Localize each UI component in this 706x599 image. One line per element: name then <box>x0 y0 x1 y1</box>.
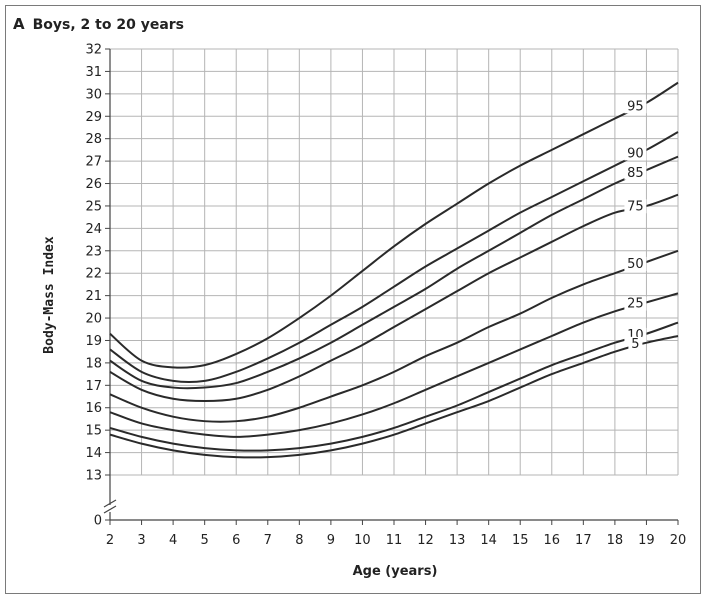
percentile-curve-90 <box>109 131 679 383</box>
percentile-label-25: 25 <box>627 296 644 311</box>
y-tick-label: 23 <box>85 244 102 259</box>
percentile-label-bg <box>624 296 647 311</box>
percentile-label-50: 50 <box>627 257 644 272</box>
x-tick-label: 9 <box>327 533 335 548</box>
y-tick-label: 18 <box>85 356 102 371</box>
percentile-curve-10 <box>109 321 679 452</box>
x-tick-label: 14 <box>480 533 497 548</box>
percentile-label-bg <box>624 256 647 271</box>
x-tick-label: 18 <box>607 533 624 548</box>
x-tick-label: 12 <box>417 533 434 548</box>
y-tick-label: 30 <box>85 87 102 102</box>
y-tick-label: 14 <box>85 446 102 461</box>
y-tick-label: 19 <box>85 334 102 349</box>
grid-lines <box>110 48 679 476</box>
y-tick-label: 31 <box>85 65 102 80</box>
x-tick-label: 4 <box>169 533 177 548</box>
y-tick-label: 26 <box>85 177 102 192</box>
y-tick-label: 22 <box>85 267 102 282</box>
chart-frame <box>5 5 701 594</box>
x-axis-label: Age (years) <box>352 564 438 579</box>
axes <box>103 48 679 525</box>
tick-labels: 0131415161718192021222324252627282930313… <box>85 43 686 549</box>
x-tick-label: 11 <box>386 533 403 548</box>
percentile-label-75: 75 <box>627 199 644 214</box>
panel-letter: A <box>13 15 25 33</box>
x-tick-label: 6 <box>232 533 240 548</box>
percentile-label-90: 90 <box>627 146 644 161</box>
y-tick-label: 0 <box>94 514 102 529</box>
y-tick-label: 24 <box>85 222 102 237</box>
percentile-curve-50 <box>109 249 679 423</box>
x-tick-label: 17 <box>575 533 592 548</box>
percentile-label-bg <box>624 165 647 180</box>
percentile-label-85: 85 <box>627 166 644 181</box>
y-tick-label: 20 <box>85 312 102 327</box>
percentile-label-bg <box>628 336 643 351</box>
x-tick-label: 19 <box>638 533 655 548</box>
x-tick-label: 20 <box>670 533 687 548</box>
x-tick-label: 15 <box>512 533 529 548</box>
y-tick-label: 28 <box>85 132 102 147</box>
y-tick-label: 27 <box>85 155 102 170</box>
y-tick-label: 16 <box>85 401 102 416</box>
percentile-curve-75 <box>109 193 679 403</box>
x-tick-label: 10 <box>354 533 371 548</box>
y-tick-label: 32 <box>85 43 102 58</box>
percentile-curve-85 <box>109 155 679 390</box>
percentile-curve-25 <box>109 292 679 438</box>
percentile-label-95: 95 <box>627 99 644 114</box>
y-tick-label: 13 <box>85 469 102 484</box>
percentile-curve-5 <box>109 335 679 459</box>
percentile-label-bg <box>624 199 647 214</box>
y-tick-label: 29 <box>85 110 102 125</box>
x-tick-label: 5 <box>201 533 209 548</box>
axis-break-mark <box>103 505 117 514</box>
y-tick-label: 15 <box>85 424 102 439</box>
x-tick-label: 7 <box>264 533 272 548</box>
y-tick-label: 21 <box>85 289 102 304</box>
x-tick-label: 2 <box>106 533 114 548</box>
x-tick-label: 13 <box>449 533 466 548</box>
axis-break-mark <box>103 499 117 508</box>
y-axis-label: Body-Mass Index <box>42 236 57 354</box>
percentile-curve-95 <box>109 81 679 369</box>
chart-title: A Boys, 2 to 20 years <box>13 15 184 33</box>
x-tick-label: 8 <box>295 533 303 548</box>
percentile-label-bg <box>624 99 647 114</box>
percentile-label-bg <box>624 146 647 161</box>
y-tick-label: 17 <box>85 379 102 394</box>
y-tick-label: 25 <box>85 199 102 214</box>
percentile-label-5: 5 <box>631 337 639 352</box>
percentile-curves <box>109 81 679 459</box>
chart-title-text: Boys, 2 to 20 years <box>32 17 185 33</box>
x-tick-label: 16 <box>544 533 561 548</box>
x-tick-label: 3 <box>137 533 145 548</box>
